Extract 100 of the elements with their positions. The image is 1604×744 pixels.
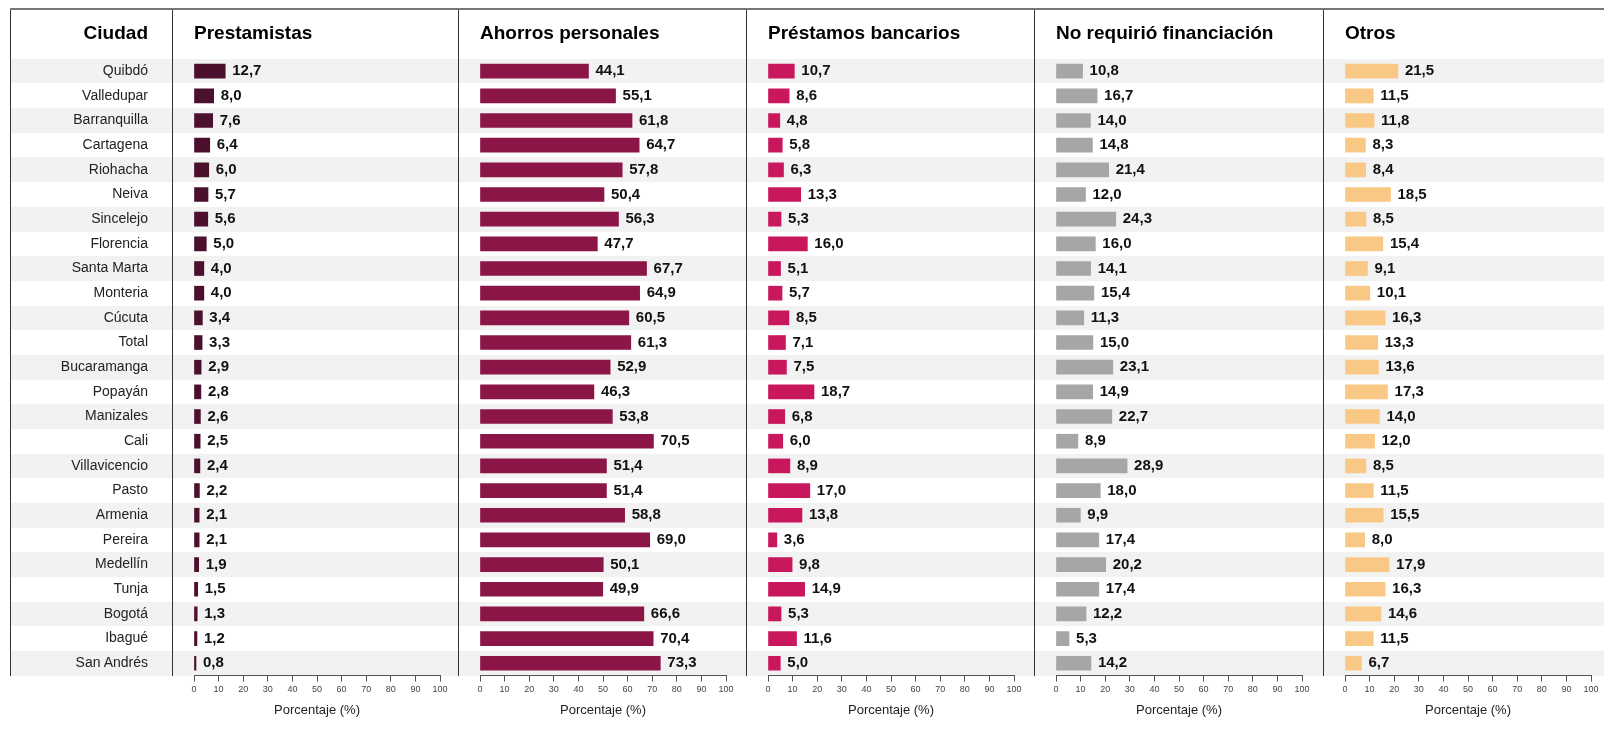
x-tick-label: 50 <box>885 684 897 695</box>
bar <box>480 458 607 474</box>
data-label: 64,9 <box>646 283 676 301</box>
bar <box>768 655 781 671</box>
bar <box>768 63 795 79</box>
x-tick-label: 40 <box>861 684 872 695</box>
bar <box>1056 483 1101 498</box>
bar <box>768 507 803 523</box>
bar <box>1056 507 1081 523</box>
data-label: 5,1 <box>787 258 809 276</box>
y-tick-label: Valledupar <box>82 86 149 103</box>
data-label: 3,4 <box>209 308 231 325</box>
data-label: 2,6 <box>207 406 229 424</box>
x-axis-title: Porcentaje (%) <box>560 701 646 717</box>
data-label: 18,0 <box>1107 480 1137 498</box>
data-label: 61,8 <box>639 110 669 128</box>
data-label: 13,8 <box>808 505 839 523</box>
bar <box>480 655 661 671</box>
y-tick-label: Barranquilla <box>73 111 149 128</box>
data-label: 14,0 <box>1097 110 1127 128</box>
bar <box>1056 409 1113 424</box>
bar <box>1056 285 1095 301</box>
bar <box>194 187 209 202</box>
data-label: 6,3 <box>790 159 812 177</box>
bar <box>194 606 198 622</box>
data-label: 5,6 <box>214 209 236 227</box>
y-tick-label: Bogotá <box>103 604 149 621</box>
x-tick-label: 60 <box>622 684 633 695</box>
bar <box>480 236 598 252</box>
data-label: 6,0 <box>789 431 811 449</box>
data-label: 16,3 <box>1392 579 1422 597</box>
y-tick-label: Medellín <box>95 555 148 572</box>
x-tick-label: 20 <box>524 684 535 695</box>
bar <box>480 507 625 523</box>
x-tick-label: 80 <box>1536 684 1547 695</box>
bar <box>1345 335 1379 350</box>
bar <box>480 261 647 276</box>
x-tick-label: 40 <box>1149 684 1160 695</box>
data-label: 1,2 <box>203 628 225 646</box>
data-label: 15,4 <box>1389 233 1420 251</box>
bar <box>194 236 207 252</box>
bar <box>480 63 589 79</box>
data-label: 16,3 <box>1392 308 1422 325</box>
data-label: 6,4 <box>216 135 239 153</box>
x-tick-label: 80 <box>1247 684 1258 695</box>
x-tick-label: 0 <box>1342 684 1348 695</box>
bar <box>480 631 654 646</box>
bar <box>768 113 781 128</box>
y-tick-label: Bucaramanga <box>60 358 149 375</box>
data-label: 17,0 <box>816 480 847 498</box>
data-label: 2,8 <box>207 382 229 400</box>
bar <box>1056 606 1087 622</box>
bar <box>480 137 640 153</box>
bar <box>1056 433 1079 449</box>
bar <box>1056 88 1098 104</box>
data-label: 14,9 <box>811 579 841 597</box>
bar <box>768 211 782 227</box>
y-tick-label: Quibdó <box>102 62 149 78</box>
data-label: 4,8 <box>786 110 808 128</box>
x-tick-label: 40 <box>287 684 298 695</box>
bar <box>768 310 790 326</box>
bar <box>1345 631 1374 646</box>
x-axis-title: Porcentaje (%) <box>1425 701 1511 717</box>
data-label: 53,8 <box>619 406 649 424</box>
bar <box>1056 261 1092 276</box>
bar <box>1056 335 1094 350</box>
bar <box>768 261 781 276</box>
bar <box>1345 557 1390 572</box>
bar <box>768 137 783 153</box>
data-label: 11,6 <box>803 628 832 646</box>
data-label: 8,9 <box>1084 431 1106 449</box>
x-tick-label: 10 <box>213 684 224 695</box>
bar <box>194 409 201 424</box>
data-label: 69,0 <box>656 530 686 548</box>
x-tick-label: 10 <box>499 684 510 695</box>
bar <box>1345 581 1386 597</box>
data-label: 2,4 <box>206 456 229 474</box>
bar <box>1056 162 1109 178</box>
data-label: 8,4 <box>1372 159 1395 177</box>
data-label: 46,3 <box>600 382 631 400</box>
x-axis-title: Porcentaje (%) <box>274 701 360 717</box>
x-tick-label: 60 <box>1198 684 1209 695</box>
data-label: 24,3 <box>1122 209 1152 227</box>
data-label: 67,7 <box>653 258 683 276</box>
data-label: 3,6 <box>783 530 805 548</box>
x-axis-title: Porcentaje (%) <box>848 701 934 717</box>
x-tick-label: 70 <box>361 684 372 695</box>
data-label: 7,6 <box>219 110 241 128</box>
bar <box>480 113 633 128</box>
data-label: 28,9 <box>1134 456 1164 474</box>
data-label: 1,3 <box>204 604 226 622</box>
x-tick-label: 20 <box>1100 684 1111 695</box>
data-label: 9,1 <box>1374 258 1396 276</box>
data-label: 4,0 <box>210 258 232 276</box>
x-tick-label: 30 <box>836 684 847 695</box>
data-label: 15,5 <box>1390 505 1420 523</box>
chart-title: No requirió financiación <box>1056 21 1274 43</box>
data-label: 12,2 <box>1093 604 1123 622</box>
bar <box>1056 631 1070 646</box>
data-label: 8,0 <box>1371 530 1393 548</box>
